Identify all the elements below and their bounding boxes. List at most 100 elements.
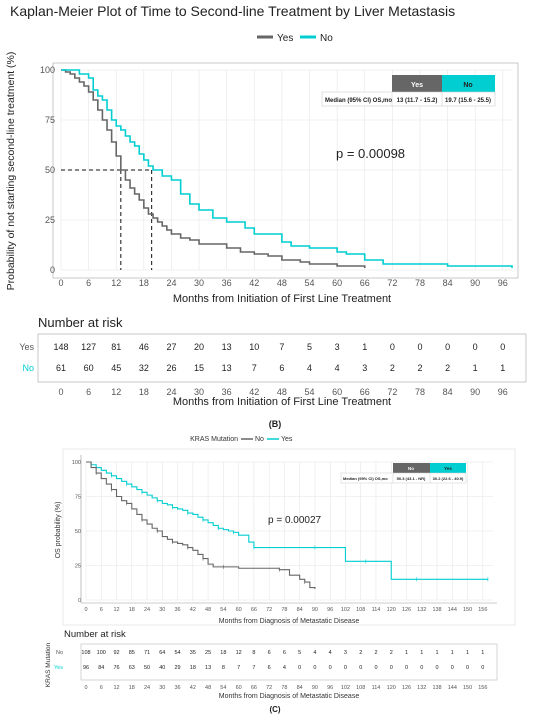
risk-time-label: 144 bbox=[448, 685, 457, 691]
risk-value: 0 bbox=[436, 665, 439, 671]
risk-value: 4 bbox=[313, 650, 316, 656]
risk-value: 7 bbox=[252, 665, 255, 671]
risk-time-label: 84 bbox=[443, 387, 453, 397]
x-tick-label: 120 bbox=[387, 607, 396, 613]
risk-time-label: 0 bbox=[84, 685, 87, 691]
x-tick-label: 126 bbox=[402, 607, 411, 613]
risk-row-label: Yes bbox=[19, 342, 34, 352]
x-tick-label: 60 bbox=[332, 278, 342, 288]
risk-value: 25 bbox=[205, 650, 211, 656]
risk-value: 0 bbox=[313, 665, 316, 671]
chart1-x-tick-labels: 0 6 12 18 24 30 36 42 48 54 60 66 72 78 84 90 96 bbox=[58, 278, 507, 288]
risk-value: 32 bbox=[139, 363, 149, 373]
y-tick-label: 0 bbox=[50, 265, 55, 275]
risk-time-label: 96 bbox=[498, 387, 508, 397]
risk-value: 1 bbox=[481, 650, 484, 656]
chart2-legend-no-label: No bbox=[255, 436, 264, 443]
x-tick-label: 66 bbox=[251, 607, 257, 613]
risk-time-label: 66 bbox=[251, 685, 257, 691]
risk-value: 76 bbox=[113, 665, 119, 671]
x-tick-label: 0 bbox=[84, 607, 87, 613]
risk-time-label: 6 bbox=[100, 685, 103, 691]
chart1-median-header-no: No bbox=[463, 82, 472, 89]
risk-value: 0 bbox=[466, 665, 469, 671]
risk-time-label: 54 bbox=[305, 387, 315, 397]
risk-time-label: 84 bbox=[297, 685, 303, 691]
risk-value: 5 bbox=[307, 342, 312, 352]
x-tick-label: 48 bbox=[205, 607, 211, 613]
risk-value: 2 bbox=[359, 650, 362, 656]
chart2-pvalue: p = 0.00027 bbox=[268, 515, 322, 526]
x-tick-label: 48 bbox=[277, 278, 287, 288]
risk-value: 0 bbox=[481, 665, 484, 671]
x-tick-label: 42 bbox=[190, 607, 196, 613]
chart2-risk-xlabel: Months from Diagnosis of Metastatic Dise… bbox=[219, 693, 360, 700]
chart2-median-row-label: Median (95% CI) OS,mo bbox=[343, 476, 388, 481]
x-tick-label: 90 bbox=[312, 607, 318, 613]
y-tick-label: 25 bbox=[45, 215, 55, 225]
risk-value: 2 bbox=[445, 363, 450, 373]
risk-value: 1 bbox=[500, 363, 505, 373]
risk-value: 2 bbox=[390, 650, 393, 656]
series-line-yes bbox=[61, 69, 366, 268]
risk-value: 6 bbox=[279, 363, 284, 373]
risk-value: 1 bbox=[405, 650, 408, 656]
x-tick-label: 60 bbox=[236, 607, 242, 613]
chart2-median-yes-value: 30.2 (22.6 - 40.9) bbox=[433, 476, 464, 481]
risk-value: 1 bbox=[436, 650, 439, 656]
risk-value: 0 bbox=[500, 342, 505, 352]
caption-b: (B) bbox=[269, 419, 282, 429]
x-tick-label: 144 bbox=[448, 607, 457, 613]
risk-time-label: 48 bbox=[205, 685, 211, 691]
risk-value: 92 bbox=[113, 650, 119, 656]
x-tick-label: 90 bbox=[470, 278, 480, 288]
chart1-title: Kaplan-Meier Plot of Time to Second-line… bbox=[10, 3, 455, 19]
risk-value: 81 bbox=[111, 342, 121, 352]
chart2-y-tick-labels: 0 25 50 75 100 bbox=[72, 460, 81, 604]
chart2-series bbox=[86, 461, 489, 589]
risk-value: 0 bbox=[417, 342, 422, 352]
risk-time-label: 30 bbox=[159, 685, 165, 691]
risk-value: 13 bbox=[222, 363, 232, 373]
y-tick-label: 100 bbox=[72, 460, 81, 466]
risk-value: 0 bbox=[445, 342, 450, 352]
risk-time-label: 54 bbox=[220, 685, 226, 691]
series-line-no bbox=[61, 69, 513, 268]
risk-value: 4 bbox=[283, 665, 286, 671]
chart2-median-header-no: No bbox=[408, 466, 414, 471]
risk-value: 54 bbox=[175, 650, 181, 656]
risk-time-label: 36 bbox=[222, 387, 232, 397]
risk-value: 0 bbox=[451, 665, 454, 671]
risk-value: 3 bbox=[344, 650, 347, 656]
risk-value: 29 bbox=[175, 665, 181, 671]
risk-value: 0 bbox=[374, 665, 377, 671]
risk-time-label: 78 bbox=[415, 387, 425, 397]
risk-value: 35 bbox=[190, 650, 196, 656]
risk-value: 0 bbox=[473, 342, 478, 352]
chart2-risk-ylabel: KRAS Mutation bbox=[45, 642, 52, 687]
risk-value: 0 bbox=[390, 342, 395, 352]
risk-value: 46 bbox=[139, 342, 149, 352]
risk-value: 0 bbox=[420, 665, 423, 671]
risk-value: 1 bbox=[362, 342, 367, 352]
chart1-series bbox=[61, 69, 513, 268]
chart2-risk-times: 0 6 12 18 24 30 36 42 48 54 60 66 72 78 84 90 96 102 108 11… bbox=[84, 685, 487, 691]
risk-value: 4 bbox=[329, 650, 332, 656]
risk-value: 7 bbox=[237, 665, 240, 671]
chart2-x-tick-labels: 0 6 12 18 24 30 36 42 48 54 60 66 72 78 84 90 96 102 108 11… bbox=[84, 607, 487, 613]
chart1-risk-rows: Yes 148 127 81 46 27 20 13 10 7 5 3 1 0 0 0 0 0No 61 60 45 32… bbox=[19, 342, 505, 373]
risk-time-label: 12 bbox=[111, 387, 121, 397]
x-tick-label: 156 bbox=[478, 607, 487, 613]
risk-row-label: Yes bbox=[54, 665, 63, 671]
chart1-ylabel: Probability of not starting second-line … bbox=[5, 52, 17, 291]
x-tick-label: 96 bbox=[498, 278, 508, 288]
risk-value: 0 bbox=[390, 665, 393, 671]
x-tick-label: 78 bbox=[281, 607, 287, 613]
risk-time-label: 156 bbox=[478, 685, 487, 691]
y-tick-label: 75 bbox=[45, 115, 55, 125]
risk-time-label: 78 bbox=[281, 685, 287, 691]
risk-value: 7 bbox=[279, 342, 284, 352]
chart1-legend-yes-label: Yes bbox=[277, 33, 293, 44]
risk-time-label: 72 bbox=[387, 387, 397, 397]
x-tick-label: 36 bbox=[222, 278, 232, 288]
